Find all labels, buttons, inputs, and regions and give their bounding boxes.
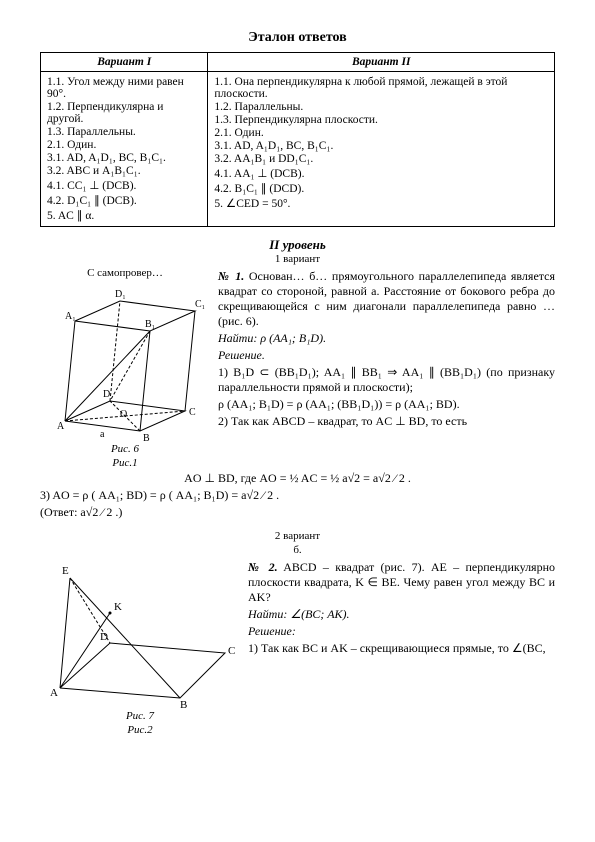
svg-text:B: B — [143, 433, 150, 441]
problem2-num: № 2. — [248, 560, 278, 574]
square-perp-icon: A B C D E K — [40, 558, 240, 708]
table-row: 1.2. Параллельны. — [214, 101, 548, 113]
col1-list: 1.1. Угол между ними равен 90°. 1.2. Пер… — [47, 76, 201, 222]
problem1-step3: 3) AO = ρ ( AA₁; BD) = ρ ( AA₁; B₁D) = a… — [40, 488, 555, 503]
page-title: Эталон ответов — [40, 30, 555, 46]
table-row: 3.2. ABC и A₁B₁C₁. — [47, 165, 201, 177]
answers-table: Вариант I Вариант II 1.1. Угол между ним… — [40, 52, 555, 227]
problem2-body1: ABCD – квадрат (рис. 7). AE – перпендику… — [248, 560, 555, 604]
svg-text:B₁: B₁ — [145, 319, 155, 330]
table-row: 1.3. Параллельны. — [47, 126, 201, 138]
svg-text:E: E — [62, 565, 69, 577]
table-row: 1.3. Перпендикулярна плоскости. — [214, 114, 548, 126]
svg-text:A: A — [50, 687, 58, 699]
col2-list: 1.1. Она перпендикулярна к любой прямой,… — [214, 76, 548, 210]
table-row: 4.1. AA₁ ⊥ (DCB). — [214, 166, 548, 180]
table-row: 3.2. AA₁B₁ и DD₁C₁. — [214, 153, 548, 165]
problem2-resh: Решение: — [248, 624, 296, 638]
problem1-find: Найти: ρ (AA₁; B₁D). — [218, 331, 326, 345]
page: Эталон ответов Вариант I Вариант II 1.1.… — [0, 0, 595, 764]
table-row: 4.2. D₁C₁ ∥ (DCB). — [47, 193, 201, 207]
problem1-block: С самопровер… A B C D — [40, 267, 555, 522]
table-row: 4.2. B₁C₁ ∥ (DCD). — [214, 181, 548, 195]
svg-text:C: C — [228, 645, 235, 657]
variant2-label: 2 вариант — [40, 530, 555, 542]
table-row: 5. ∠CED = 50°. — [214, 196, 548, 210]
svg-text:a: a — [100, 429, 105, 440]
svg-text:D₁: D₁ — [115, 289, 126, 300]
svg-text:A: A — [57, 421, 65, 432]
problem2-find: Найти: ∠(BC; AK). — [248, 607, 350, 621]
svg-text:D: D — [103, 389, 110, 400]
problem1-num: № 1. — [218, 269, 244, 283]
svg-text:O: O — [120, 409, 127, 420]
table-row: 3.1. AD, A₁D₁, BC, B₁C₁. — [47, 152, 201, 164]
svg-text:C: C — [189, 407, 196, 418]
level-title: II уровень — [40, 237, 555, 253]
svg-text:C₁: C₁ — [195, 299, 205, 310]
col-header-1: Вариант I — [41, 53, 208, 72]
table-row: 2.1. Один. — [47, 139, 201, 151]
table-row: 2.1. Один. — [214, 127, 548, 139]
table-row: 4.1. CC₁ ⊥ (DCB). — [47, 178, 201, 192]
fig7-caption-a: Рис. 7 — [40, 710, 240, 722]
table-row: 1.1. Угол между ними равен 90°. — [47, 76, 201, 100]
problem1-cont: AO ⊥ BD, где AO = ½ AC = ½ a√2 = a√2 ⁄ 2… — [40, 471, 555, 520]
svg-text:B: B — [180, 699, 187, 708]
problem2-block: A B C D E K Рис. 7 Рис.2 № 2. ABCD – ква… — [40, 558, 555, 736]
svg-text:A₁: A₁ — [65, 311, 76, 322]
col-header-2: Вариант II — [208, 53, 555, 72]
variant1-label: 1 вариант — [40, 253, 555, 265]
figure-7: A B C D E K Рис. 7 Рис.2 — [40, 558, 240, 736]
fig6-caption-a: Рис. 6 — [40, 443, 210, 455]
fig6-caption-b: Рис.1 — [40, 457, 210, 469]
samopr-label: С самопровер… — [40, 267, 210, 279]
table-row: 3.1. AD, A₁D₁, BC, B₁C₁. — [214, 140, 548, 152]
problem1-body: Основан… б… прямоугольного параллелепипе… — [218, 269, 555, 328]
col2-cell: 1.1. Она перпендикулярна к любой прямой,… — [208, 72, 555, 227]
fig7-caption-b: Рис.2 — [40, 724, 240, 736]
problem1-resh: Решение. — [218, 348, 265, 362]
problem1-answer: (Ответ: a√2 ⁄ 2 .) — [40, 505, 555, 520]
table-row: 1.2. Перпендикулярна и другой. — [47, 101, 201, 125]
parallelepiped-icon: A B C D A₁ B₁ C₁ D₁ O a — [45, 281, 205, 441]
svg-text:D: D — [100, 631, 108, 643]
problem1-step2b: AO ⊥ BD, где AO = ½ AC = ½ a√2 = a√2 ⁄ 2… — [40, 471, 555, 486]
svg-text:K: K — [114, 601, 122, 613]
col1-cell: 1.1. Угол между ними равен 90°. 1.2. Пер… — [41, 72, 208, 227]
figure-6: С самопровер… A B C D — [40, 267, 210, 469]
table-row: 5. AC ∥ α. — [47, 208, 201, 222]
table-row: 1.1. Она перпендикулярна к любой прямой,… — [214, 76, 548, 100]
variant2-sub: б. — [40, 544, 555, 556]
